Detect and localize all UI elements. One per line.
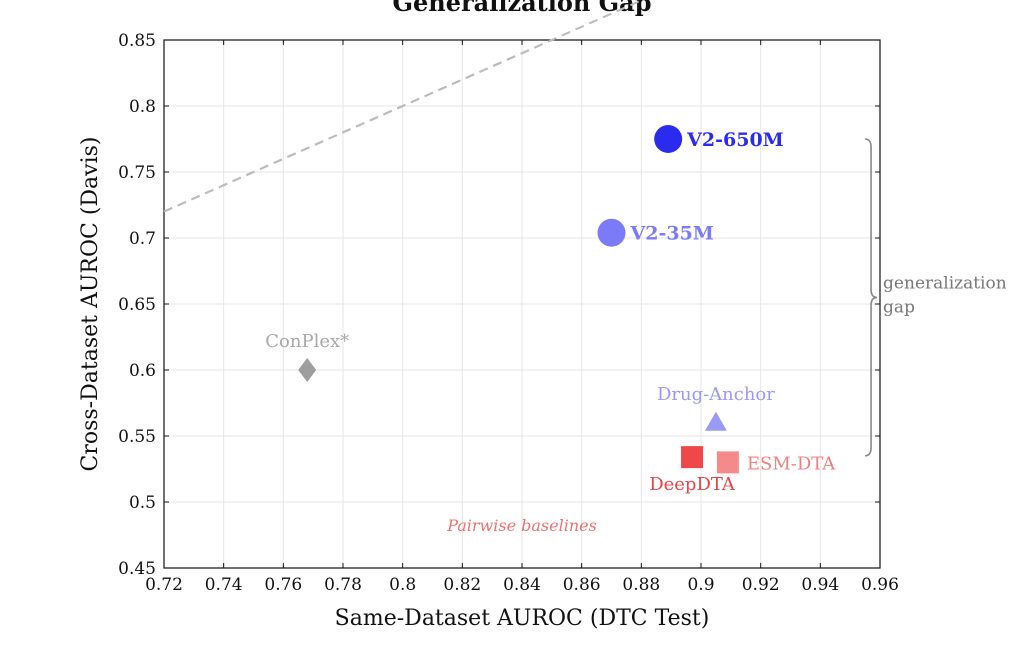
x-tick-label: 0.96 (861, 575, 899, 595)
x-tick-label: 0.94 (801, 575, 839, 595)
pairwise-baselines-annotation: Pairwise baselines (446, 516, 597, 535)
y-tick-label: 0.65 (118, 295, 156, 315)
gap-brace (864, 138, 878, 457)
point-label-v2-35m: V2-35M (630, 223, 714, 245)
y-tick-label: 0.45 (118, 559, 156, 579)
x-tick-label: 0.76 (264, 575, 302, 595)
x-tick-label: 0.9 (687, 575, 714, 595)
tick-labels: 0.72 0.74 0.76 0.78 0.8 0.82 0.84 0.86 0.88 0.9 0.… (118, 31, 899, 595)
point-label-deepdta: DeepDTA (649, 474, 736, 495)
point-deepdta (681, 446, 704, 469)
x-tick-label: 0.74 (205, 575, 243, 595)
y-tick-label: 0.55 (118, 427, 156, 447)
data-points: V2-650M V2-35M ConPlex* Drug-Anchor DeepDTA E… (265, 125, 836, 495)
y-tick-label: 0.8 (129, 97, 156, 117)
point-v2-35m (597, 218, 626, 247)
y-tick-label: 0.7 (129, 229, 156, 249)
x-tick-label: 0.84 (503, 575, 541, 595)
annotations: Pairwise baselines generalization gap (163, 0, 1007, 535)
point-label-esm-dta: ESM-DTA (747, 453, 836, 474)
reference-line-extension (163, 0, 642, 213)
x-tick-label: 0.86 (563, 575, 601, 595)
x-tick-label: 0.88 (622, 575, 660, 595)
x-tick-label: 0.92 (742, 575, 780, 595)
x-tick-label: 0.82 (443, 575, 481, 595)
point-label-conplex: ConPlex* (265, 331, 349, 352)
x-tick-label: 0.78 (324, 575, 362, 595)
y-axis-label: Cross-Dataset AUROC (Davis) (78, 137, 103, 472)
x-axis-label: Same-Dataset AUROC (DTC Test) (335, 606, 710, 631)
point-conplex (298, 358, 317, 382)
point-label-v2-650m: V2-650M (686, 129, 784, 151)
y-tick-label: 0.5 (129, 493, 156, 513)
y-tick-label: 0.6 (129, 361, 156, 381)
gap-annotation-line: generalization (883, 273, 1007, 293)
y-tick-label: 0.75 (118, 163, 156, 183)
chart-title: Generalization Gap (393, 0, 652, 17)
gap-annotation-line: gap (883, 297, 915, 317)
point-esm-dta (716, 451, 739, 474)
point-label-drug-anchor: Drug-Anchor (657, 384, 775, 405)
grid (163, 39, 881, 569)
point-v2-650m (654, 125, 683, 153)
x-tick-label: 0.8 (389, 575, 416, 595)
x-tick-label: 0.72 (145, 575, 183, 595)
point-drug-anchor (704, 411, 727, 431)
y-tick-label: 0.85 (118, 31, 156, 51)
